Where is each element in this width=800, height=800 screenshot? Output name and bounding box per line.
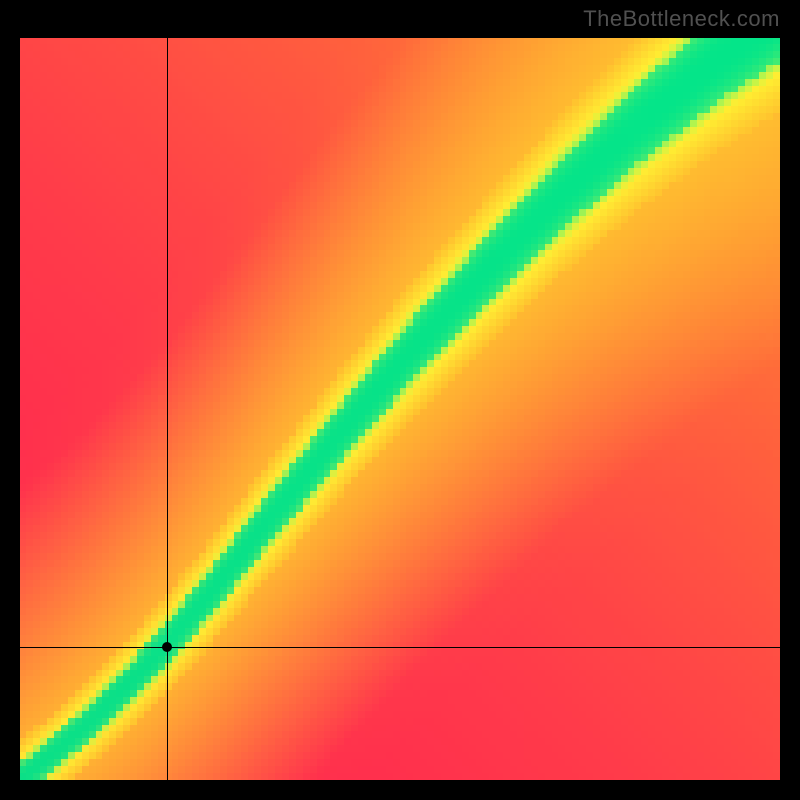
- attribution-text: TheBottleneck.com: [583, 6, 780, 32]
- heatmap-canvas: [20, 38, 780, 780]
- crosshair-vertical: [167, 38, 168, 780]
- crosshair-horizontal: [20, 647, 780, 648]
- bottleneck-heatmap: [20, 38, 780, 780]
- marker-dot: [162, 642, 172, 652]
